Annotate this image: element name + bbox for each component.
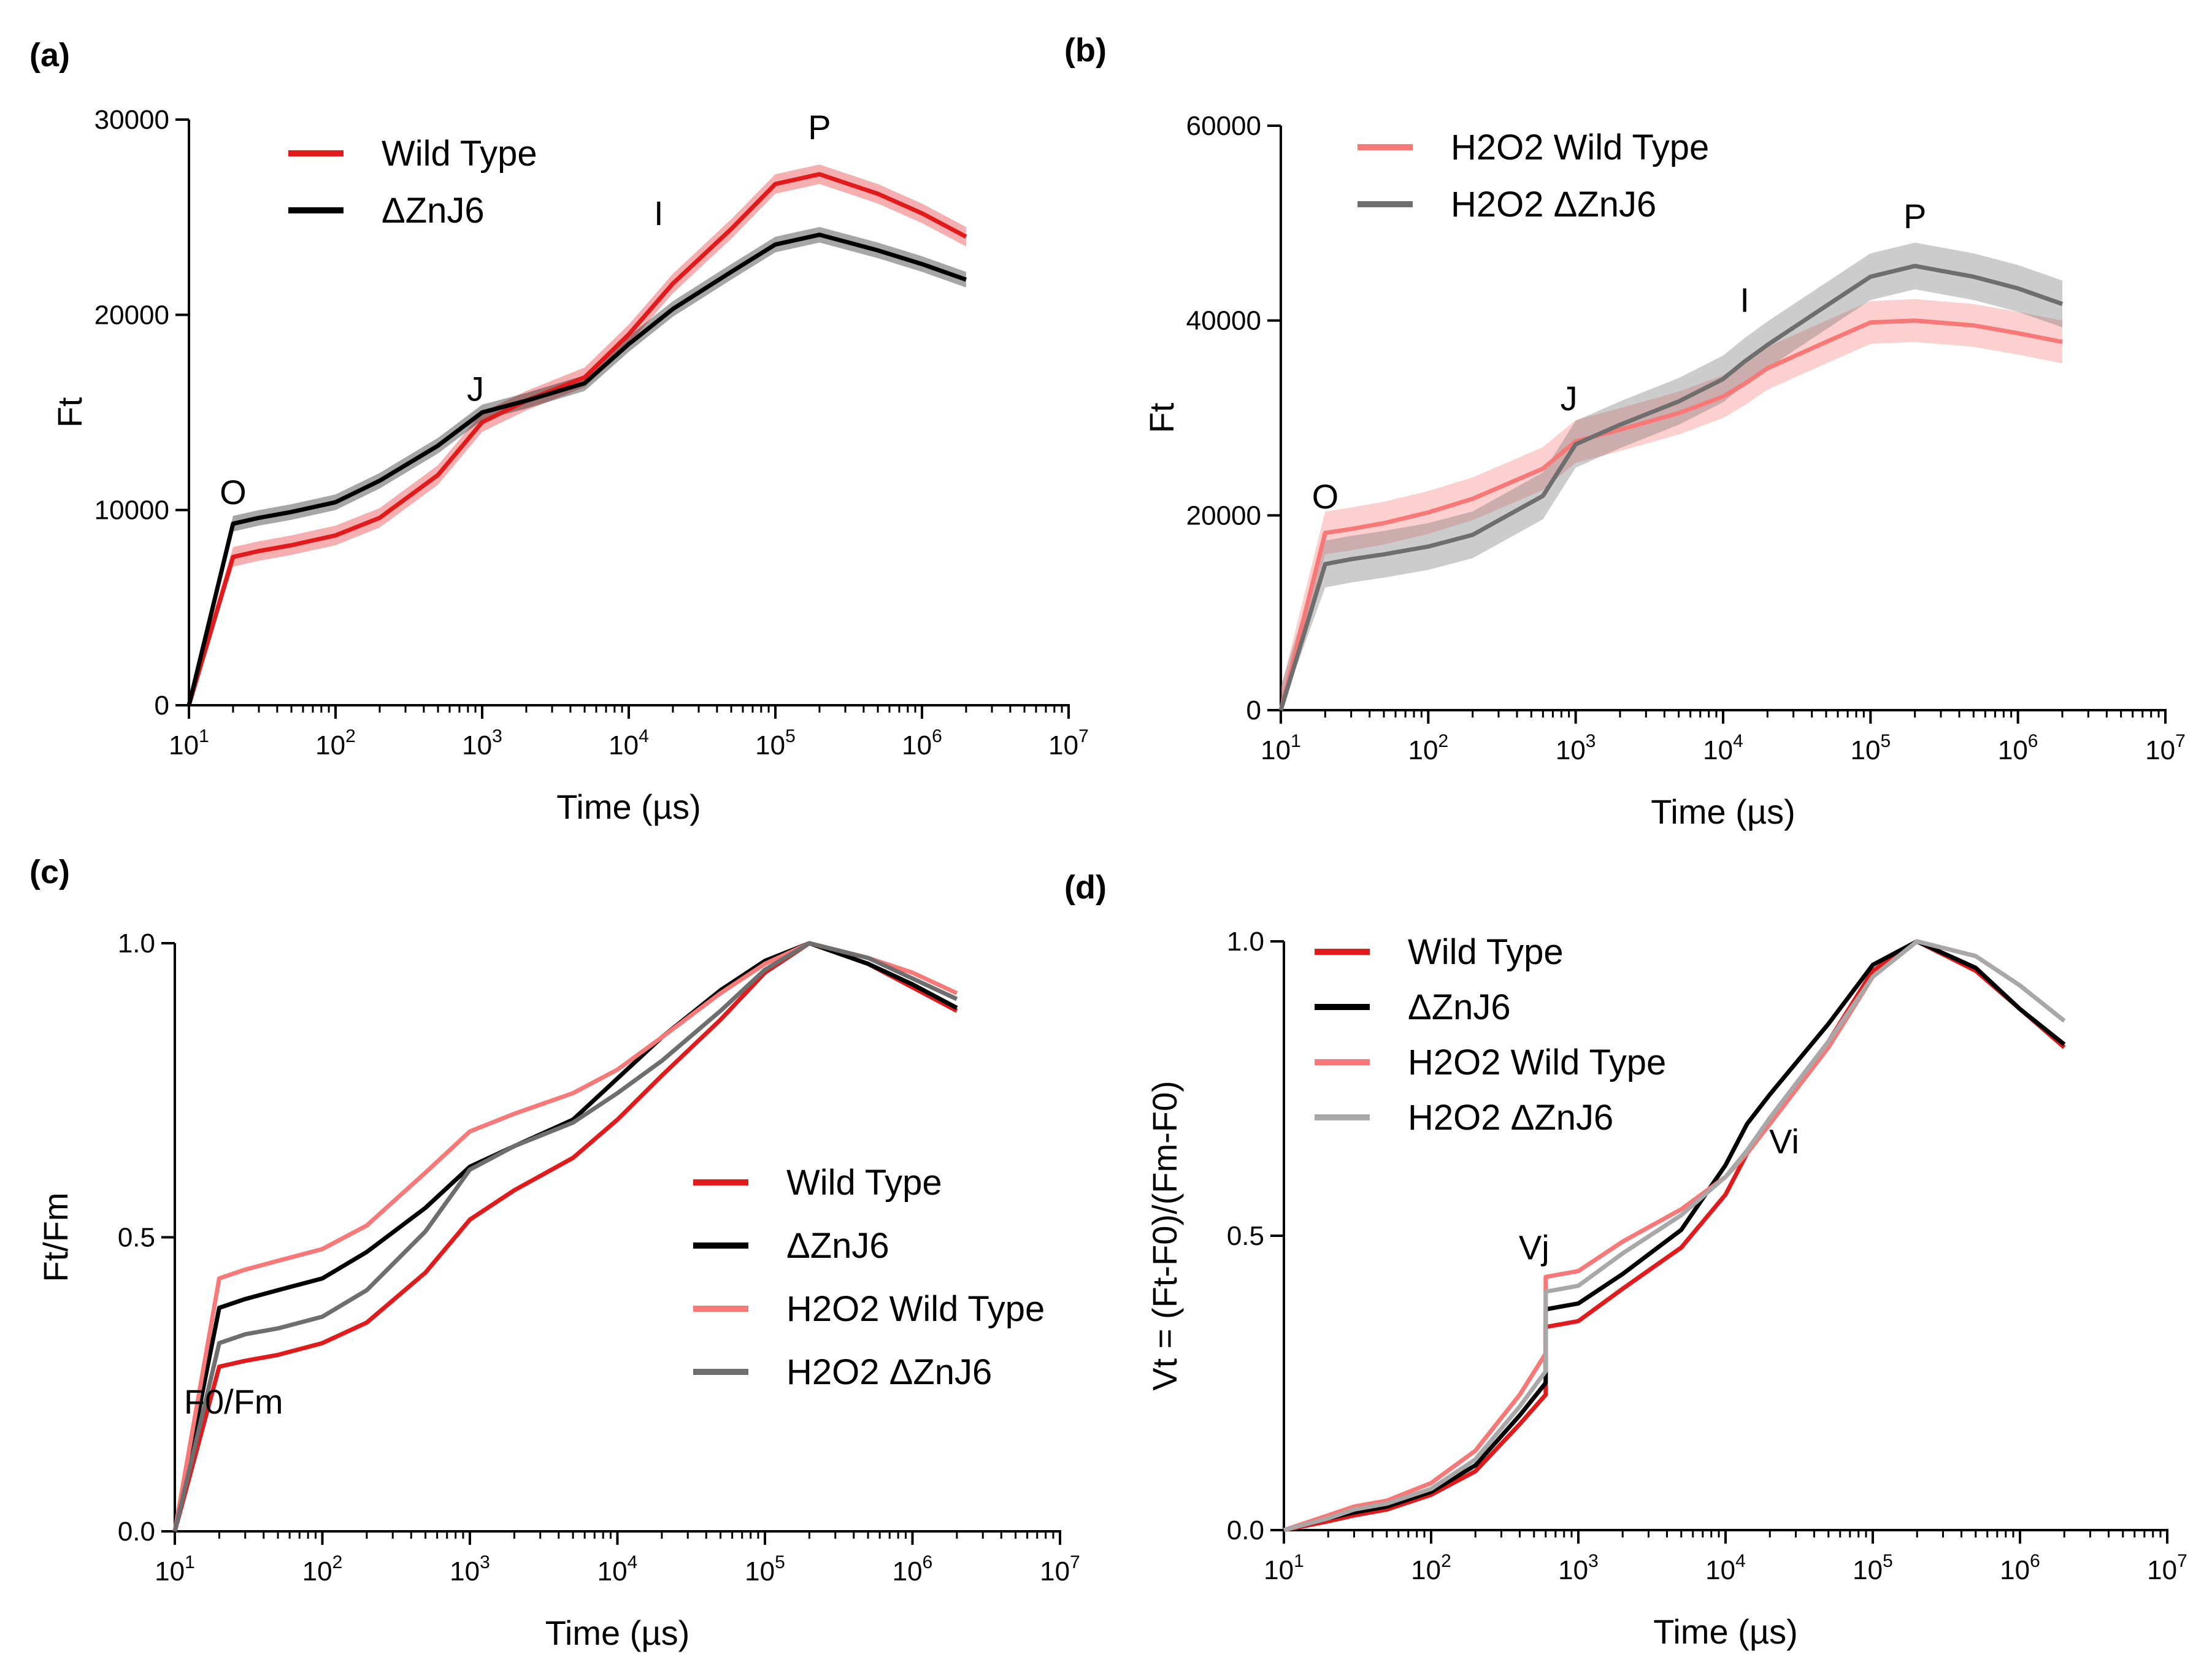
x-tick-label: 104: [597, 1552, 638, 1587]
y-tick-label: 0: [155, 691, 169, 721]
x-tick-label: 106: [902, 726, 942, 760]
legend-label: H2O2 Wild Type: [1451, 128, 1709, 167]
series-0-line: [186, 172, 967, 706]
legend-label: H2O2 ΔZnJ6: [786, 1352, 992, 1392]
x-tick-label: 102: [1408, 731, 1449, 765]
y-tick-label: 1.0: [1227, 927, 1264, 957]
x-tick-label: 105: [755, 726, 796, 760]
y-tick-label: 10000: [94, 496, 169, 526]
y-tick-label: 0.5: [118, 1223, 155, 1253]
x-axis-title: Time (µs): [1651, 792, 1795, 831]
x-tick-label: 107: [1040, 1552, 1080, 1587]
y-axis-title: Vt = (Ft-F0)/(Fm-F0): [1145, 1081, 1184, 1391]
series-0-error-band: [1281, 299, 2062, 710]
panel-label: (a): [29, 37, 70, 74]
annotation: Vi: [1769, 1122, 1799, 1161]
x-tick-label: 103: [450, 1552, 490, 1587]
x-tick-label: 104: [609, 726, 649, 760]
panel-label: (b): [1064, 32, 1107, 69]
series-1-error-band: [189, 227, 966, 706]
panel-a: (a) 101 102 103 104 105 106 107 0 10000 20000 30000…: [29, 37, 1089, 826]
panel-c: (c) 101 102 103 104 105 106 107 0.0 0.5 1.0 Time (µ…: [29, 854, 1080, 1652]
legend-label: H2O2 ΔZnJ6: [1451, 185, 1656, 224]
x-tick-label: 102: [302, 1552, 343, 1587]
legend-label: Wild Type: [382, 134, 537, 174]
annotation: O: [220, 473, 247, 511]
panel-label: (c): [29, 854, 70, 890]
y-axis-title: Ft: [50, 397, 89, 427]
x-tick-label: 104: [1703, 731, 1743, 765]
y-tick-label: 1.0: [118, 928, 155, 959]
y-tick-label: 0: [1246, 695, 1261, 725]
x-tick-label: 107: [1048, 726, 1089, 760]
legend-label: H2O2 Wild Type: [786, 1289, 1045, 1329]
x-axis-title: Time (µs): [545, 1614, 689, 1652]
legend-label: ΔZnJ6: [382, 191, 485, 231]
legend-label: H2O2 Wild Type: [1408, 1043, 1666, 1082]
y-tick-label: 40000: [1186, 306, 1261, 336]
x-tick-label: 103: [1558, 1551, 1599, 1585]
x-tick-label: 102: [315, 726, 356, 760]
y-tick-label: 0.5: [1227, 1221, 1264, 1251]
y-axis-title: Ft: [1142, 402, 1181, 433]
x-tick-label: 104: [1705, 1551, 1746, 1585]
panel-b: (b) 101 102 103 104 105 106 107 0 20000 40000 60000…: [1064, 32, 2186, 831]
x-tick-label: 101: [1264, 1551, 1304, 1585]
legend-label: ΔZnJ6: [786, 1226, 889, 1266]
y-tick-label: 0.0: [118, 1517, 155, 1547]
annotation: J: [467, 369, 484, 408]
x-axis-title: Time (µs): [1653, 1612, 1797, 1651]
y-tick-label: 20000: [1186, 500, 1261, 530]
x-tick-label: 106: [2000, 1551, 2040, 1585]
series-3-line: [172, 941, 958, 1532]
x-tick-label: 106: [893, 1552, 933, 1587]
annotation: I: [1740, 280, 1749, 319]
series-1-line: [1278, 264, 2064, 711]
series-0-line: [1278, 318, 2063, 711]
y-axis-title: Ft/Fm: [36, 1192, 75, 1282]
y-tick-label: 60000: [1186, 111, 1261, 141]
x-tick-label: 103: [1556, 731, 1596, 765]
series-1-line: [186, 232, 967, 706]
y-tick-label: 20000: [94, 300, 169, 330]
series-1-error-band: [1281, 242, 2062, 711]
annotation: O: [1312, 477, 1339, 516]
annotation: J: [1561, 379, 1578, 418]
legend-label: Wild Type: [786, 1163, 942, 1203]
legend-label: ΔZnJ6: [1408, 987, 1511, 1027]
panel-d: (d) 101 102 103 104 105 106 107 0.0 0.5 1.0 Time (µ…: [1064, 869, 2187, 1651]
annotation: P: [808, 108, 831, 147]
x-tick-label: 101: [155, 1552, 195, 1587]
x-tick-label: 107: [2145, 731, 2186, 765]
x-tick-label: 107: [2147, 1551, 2187, 1585]
x-tick-label: 105: [1853, 1551, 1893, 1585]
panel-label: (d): [1064, 869, 1107, 906]
annotation: I: [654, 194, 664, 232]
series-3-line: [1283, 939, 2066, 1533]
x-tick-label: 101: [1261, 731, 1301, 765]
legend-label: Wild Type: [1408, 932, 1564, 972]
annotation: F0/Fm: [184, 1382, 283, 1421]
x-tick-label: 102: [1411, 1551, 1451, 1585]
series-1-line: [1283, 939, 2066, 1533]
annotation: Vj: [1519, 1228, 1550, 1266]
annotation: P: [1903, 197, 1926, 235]
x-tick-label: 103: [462, 726, 502, 760]
x-tick-label: 105: [1851, 731, 1891, 765]
x-tick-label: 101: [169, 726, 209, 760]
x-axis-title: Time (µs): [556, 787, 701, 826]
y-tick-label: 0.0: [1227, 1515, 1264, 1545]
x-tick-label: 106: [1998, 731, 2038, 765]
legend-label: H2O2 ΔZnJ6: [1408, 1098, 1613, 1138]
x-tick-label: 105: [745, 1552, 785, 1587]
y-tick-label: 30000: [94, 105, 169, 135]
